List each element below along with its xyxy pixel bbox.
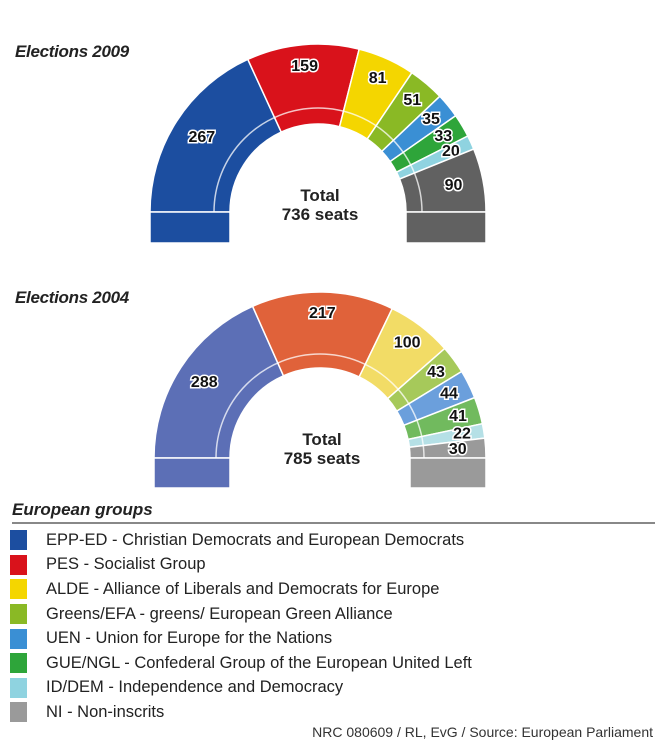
seat-label-uen: 44 (440, 385, 458, 402)
chart-title-2009: Elections 2009 (15, 42, 129, 61)
legend-swatch (10, 530, 27, 551)
seat-label-ni: 90 (445, 177, 463, 194)
legend: EPP-ED - Christian Democrats and Europea… (10, 528, 472, 725)
legend-item: Greens/EFA - greens/ European Green Alli… (10, 602, 472, 627)
seat-label-epp-ed: 267 (188, 129, 215, 146)
legend-swatch (10, 579, 27, 600)
total-2009: Total 736 seats (250, 186, 390, 224)
total-seats-2009: 736 seats (281, 205, 359, 224)
legend-label: ALDE - Alliance of Liberals and Democrat… (46, 579, 440, 598)
seat-label-pes: 217 (309, 305, 336, 322)
bottom-strip-right (409, 457, 487, 489)
legend-label: Greens/EFA - greens/ European Green Alli… (46, 604, 393, 623)
bottom-strip-left (153, 457, 231, 489)
legend-divider (12, 522, 655, 524)
seat-label-greens-efa: 51 (403, 92, 421, 109)
seat-label-greens-efa: 43 (427, 364, 445, 381)
legend-swatch (10, 677, 27, 698)
source-credit: NRC 080609 / RL, EvG / Source: European … (312, 724, 653, 740)
seat-label-alde: 81 (369, 70, 387, 87)
legend-item: PES - Socialist Group (10, 553, 472, 578)
total-seats-2004: 785 seats (283, 449, 361, 468)
legend-title: European groups (12, 500, 153, 519)
legend-swatch (10, 604, 27, 625)
legend-label: GUE/NGL - Confederal Group of the Europe… (46, 653, 472, 672)
total-label-2004: Total (302, 430, 342, 449)
legend-item: UEN - Union for Europe for the Nations (10, 626, 472, 651)
chart-title-2004: Elections 2004 (15, 288, 129, 307)
seat-label-pes: 159 (291, 58, 318, 75)
seat-label-uen: 35 (422, 111, 440, 128)
inner-ring-divider (215, 353, 425, 459)
legend-item: ALDE - Alliance of Liberals and Democrat… (10, 577, 472, 602)
total-label-2009: Total (300, 186, 340, 205)
inner-ring-divider (213, 107, 423, 213)
seat-label-alde: 100 (394, 335, 421, 352)
seat-wedge-epp-ed (149, 58, 283, 213)
bottom-strip-left (149, 211, 231, 244)
seat-label-id-dem: 22 (453, 426, 471, 443)
bottom-strip-right (405, 211, 487, 244)
legend-swatch (10, 554, 27, 575)
legend-item: ID/DEM - Independence and Democracy (10, 676, 472, 701)
legend-swatch (10, 702, 27, 723)
legend-label: NI - Non-inscrits (46, 702, 165, 721)
legend-swatch (10, 653, 27, 674)
legend-swatch (10, 628, 27, 649)
legend-label: EPP-ED - Christian Democrats and Europea… (46, 530, 465, 549)
legend-label: UEN - Union for Europe for the Nations (46, 629, 333, 648)
legend-item: NI - Non-inscrits (10, 700, 472, 725)
seat-label-epp-ed: 288 (191, 374, 218, 391)
legend-item: GUE/NGL - Confederal Group of the Europe… (10, 651, 472, 676)
seat-label-gue-ngl: 33 (434, 128, 452, 145)
legend-label: ID/DEM - Independence and Democracy (46, 678, 344, 697)
legend-label: PES - Socialist Group (46, 555, 206, 574)
legend-item: EPP-ED - Christian Democrats and Europea… (10, 528, 472, 553)
total-2004: Total 785 seats (252, 430, 392, 468)
seat-label-ni: 30 (449, 441, 467, 458)
seat-label-gue-ngl: 41 (449, 408, 467, 425)
